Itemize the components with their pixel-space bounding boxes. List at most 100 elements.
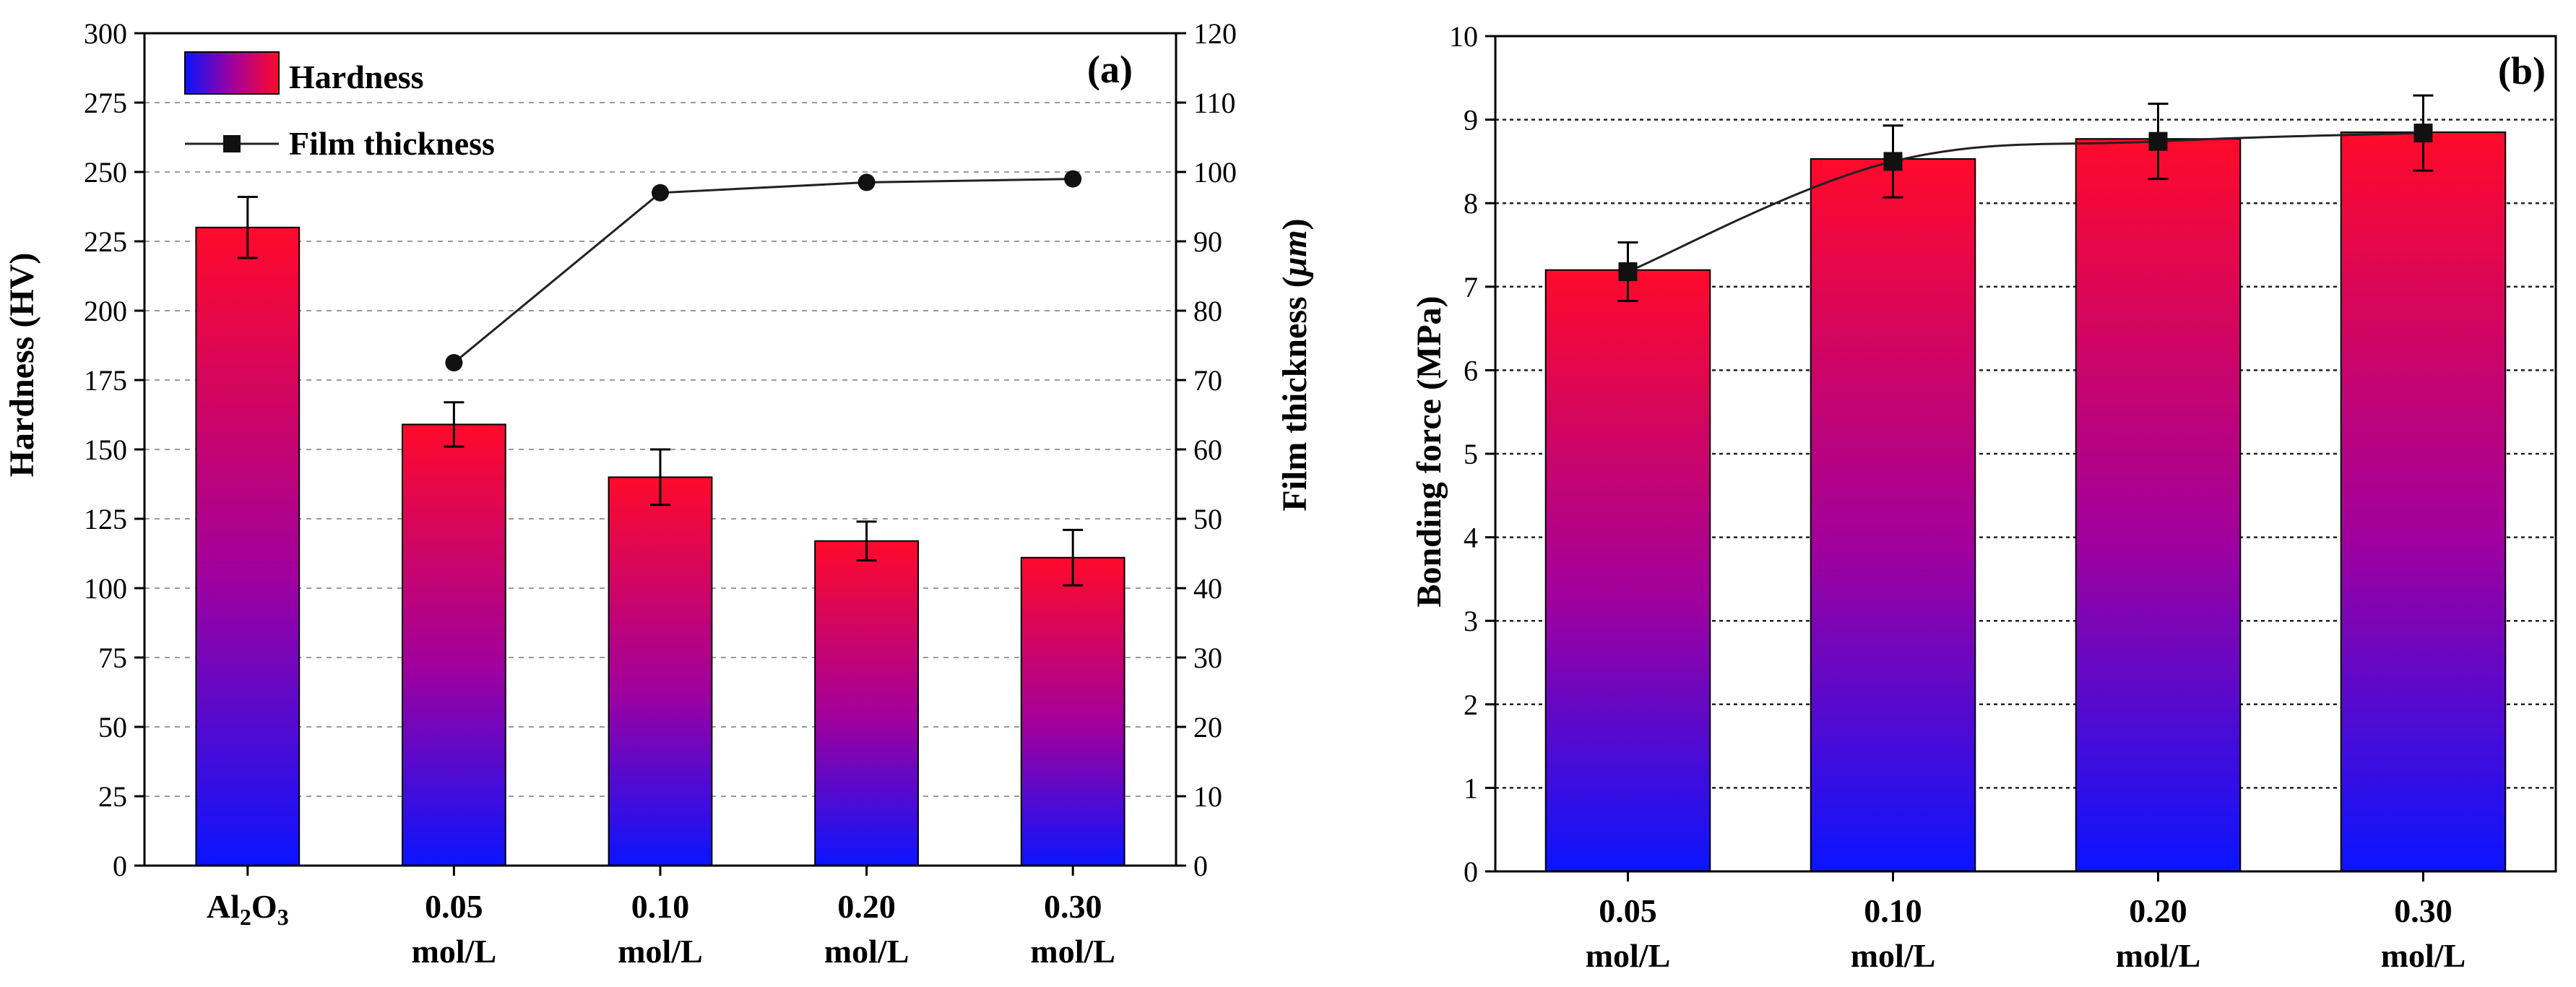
chart-b-y-axis-label: Bonding force (MPa)	[1410, 296, 1448, 607]
chart-a-right-ticks: 0 10 20 30 40 50 60 70 80 90 100 110 120	[1176, 17, 1237, 882]
chart-a: 0 25 50 75 100 125 150 175 200 225 250 275 300 0 10 20…	[3, 17, 1314, 970]
chart-a-right-axis-label-unit: μm	[1276, 230, 1314, 278]
chart-a-legend: Hardness Film thickness	[184, 51, 495, 162]
legend-label-film-thickness: Film thickness	[289, 125, 495, 162]
x-category-label: 0.10	[631, 888, 690, 925]
y-tick-label: 50	[98, 711, 127, 744]
y-tick-label: 25	[98, 780, 127, 813]
y2-tick-label: 40	[1193, 572, 1222, 605]
y-tick-label: 10	[1449, 20, 1478, 53]
x-category-sublabel: mol/L	[824, 933, 909, 970]
y-tick-label: 4	[1464, 522, 1478, 554]
x-category-label: 0.20	[2129, 892, 2187, 929]
y-tick-label: 150	[84, 434, 127, 466]
y-tick-label: 200	[84, 295, 127, 327]
y-tick-label: 75	[98, 642, 127, 674]
y2-tick-label: 90	[1193, 225, 1222, 258]
chart-a-film-thickness-line	[445, 170, 1082, 371]
bar-bonding-force	[1810, 158, 1976, 872]
y2-tick-label: 100	[1193, 156, 1237, 189]
y-tick-label: 7	[1464, 271, 1478, 303]
bar-bonding-force	[1544, 269, 1711, 872]
chart-a-right-axis-label: Film thickness (μm)	[1276, 218, 1314, 511]
chart-b-bars	[1544, 131, 2507, 873]
y-tick-label: 5	[1464, 438, 1478, 470]
y2-tick-label: 0	[1193, 850, 1208, 882]
y2-tick-label: 60	[1193, 434, 1222, 466]
chart-b-bonding-force-line	[1618, 124, 2433, 281]
x-category-sublabel: mol/L	[1586, 937, 1671, 974]
chart-a-right-axis-label-close: )	[1276, 218, 1314, 230]
x-category-label: 0.10	[1864, 892, 1922, 929]
point-film-thickness	[445, 354, 463, 371]
chart-a-bars	[195, 226, 1125, 866]
y-tick-label: 100	[84, 572, 127, 605]
y-tick-label: 6	[1464, 354, 1478, 387]
y-tick-label: 0	[1464, 855, 1478, 888]
x-category-label: 0.05	[1599, 892, 1657, 929]
y2-tick-label: 110	[1193, 87, 1236, 119]
y2-tick-label: 80	[1193, 295, 1222, 327]
point-film-thickness	[1064, 170, 1082, 188]
x-category-sublabel: mol/L	[412, 933, 497, 970]
y-tick-label: 8	[1464, 187, 1478, 220]
y-tick-label: 2	[1464, 689, 1478, 721]
chart-b: 0 1 2 3 4 5 6 7 8 9 10 0.05 mol/L 0.10 mol/L 0.20 mol/L…	[1410, 20, 2557, 974]
y-tick-label: 3	[1464, 605, 1478, 637]
series-line-film-thickness	[453, 178, 1073, 364]
bar-hardness	[608, 476, 713, 866]
x-category-label: 0.20	[837, 888, 896, 925]
legend-marker-film-thickness	[223, 135, 241, 152]
x-category-label: 0.30	[2394, 892, 2452, 929]
y-tick-label: 0	[113, 850, 127, 882]
chart-a-right-axis-label-main: Film thickness (	[1276, 276, 1314, 511]
y2-tick-label: 120	[1193, 17, 1237, 50]
x-category-sublabel: mol/L	[1030, 933, 1115, 970]
y2-tick-label: 20	[1193, 711, 1222, 744]
chart-a-panel-label: (a)	[1087, 48, 1133, 91]
y-tick-label: 1	[1464, 772, 1478, 804]
bar-hardness	[814, 540, 919, 866]
y2-tick-label: 70	[1193, 364, 1222, 397]
y2-tick-label: 10	[1193, 780, 1222, 813]
point-bonding-force	[1883, 152, 1903, 171]
y-tick-label: 250	[84, 156, 127, 189]
y-tick-label: 275	[84, 87, 127, 119]
chart-b-category-labels: 0.05 mol/L 0.10 mol/L 0.20 mol/L 0.30 mol/L	[1586, 871, 2466, 974]
y2-tick-label: 50	[1193, 503, 1222, 535]
bar-bonding-force	[2075, 138, 2242, 873]
y2-tick-label: 30	[1193, 642, 1222, 674]
y-tick-label: 300	[84, 17, 127, 50]
y-tick-label: 9	[1464, 104, 1478, 137]
bar-hardness	[195, 226, 301, 866]
chart-a-category-labels: Al2O3 0.05 mol/L 0.10 mol/L 0.20 mol/L 0.30 mol/…	[207, 866, 1115, 970]
y-tick-label: 225	[84, 225, 127, 258]
x-category-label: 0.30	[1044, 888, 1102, 925]
legend-swatch-hardness	[184, 51, 280, 95]
point-bonding-force	[2413, 124, 2433, 143]
x-category-sublabel: mol/L	[2381, 937, 2466, 974]
chart-a-left-ticks: 0 25 50 75 100 125 150 175 200 225 250 275 300	[84, 17, 144, 882]
x-category-label: Al2O3	[207, 888, 289, 930]
chart-b-panel-label: (b)	[2498, 49, 2546, 92]
bar-hardness	[1020, 556, 1125, 866]
chart-a-error-bars	[237, 196, 1084, 587]
chart-a-y-axis-label: Hardness (HV)	[3, 253, 41, 478]
legend-label-hardness: Hardness	[289, 59, 424, 95]
point-bonding-force	[2148, 132, 2168, 151]
chart-b-left-ticks: 0 1 2 3 4 5 6 7 8 9 10	[1449, 20, 1495, 888]
x-category-sublabel: mol/L	[1851, 937, 1936, 974]
y-tick-label: 175	[84, 364, 127, 397]
point-bonding-force	[1618, 262, 1638, 281]
bar-bonding-force	[2340, 131, 2507, 872]
x-category-label: 0.05	[425, 888, 483, 925]
chart-b-error-bars	[1617, 94, 2434, 302]
x-category-sublabel: mol/L	[2116, 937, 2201, 974]
y-tick-label: 125	[84, 503, 127, 535]
bar-hardness	[402, 423, 506, 866]
point-film-thickness	[857, 173, 876, 191]
series-line-bonding-force	[1627, 132, 2424, 273]
point-film-thickness	[652, 184, 669, 202]
x-category-sublabel: mol/L	[618, 933, 703, 970]
